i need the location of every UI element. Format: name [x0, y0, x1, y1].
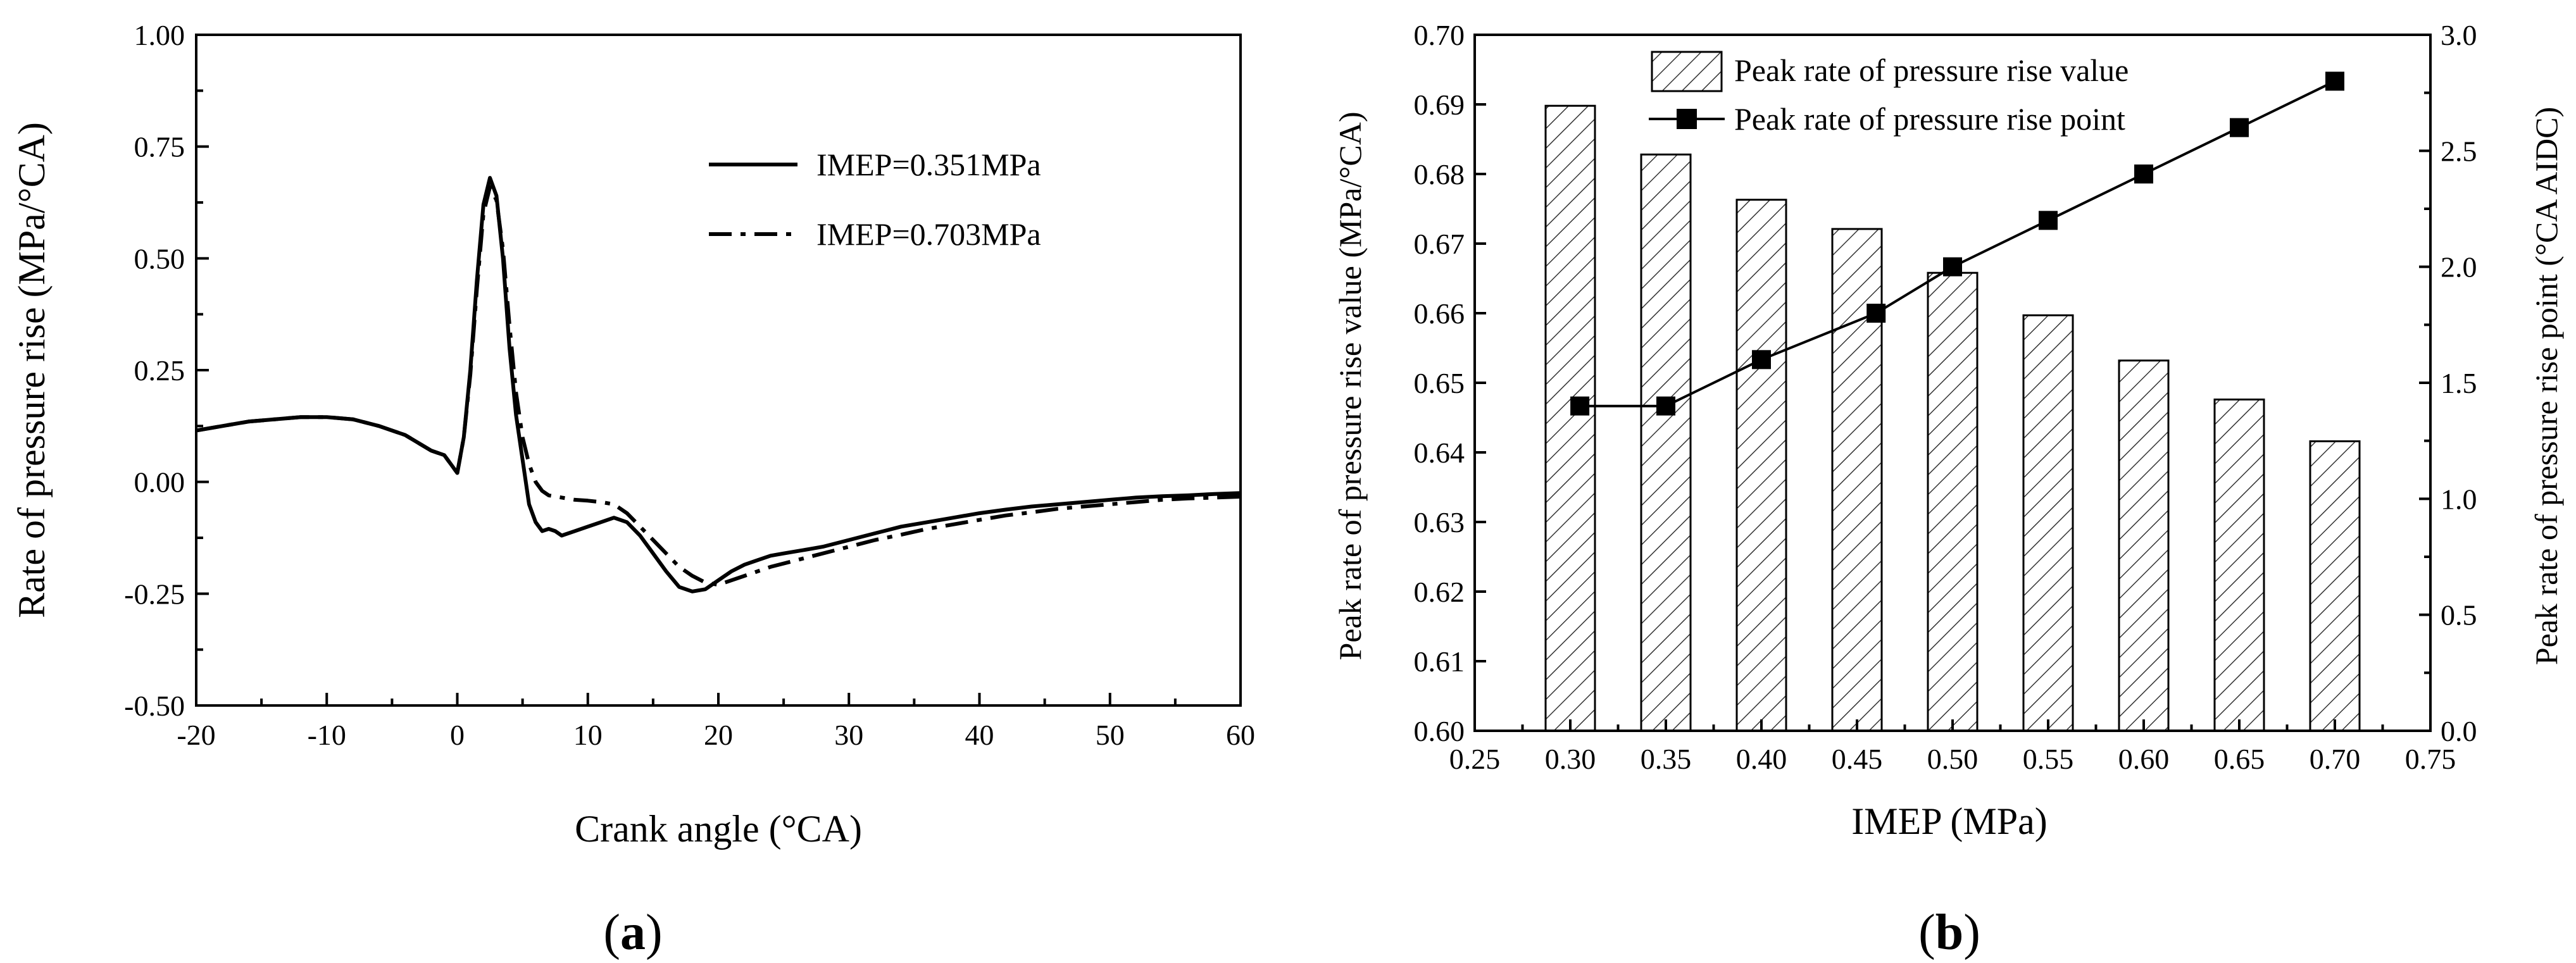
left-y-tick-label: 0.68 [1414, 158, 1465, 190]
left-y-tick-label: 0.67 [1414, 228, 1465, 260]
panel-b-legend: Peak rate of pressure rise value Peak ra… [1649, 51, 2129, 137]
right-y-tick-label: 2.0 [2441, 251, 2477, 283]
x-tick-label: 0.65 [2214, 743, 2265, 775]
square-marker [1752, 350, 1771, 370]
series-line-0 [196, 176, 1241, 593]
panel-a-y-label: Rate of pressure rise (MPa/°CA) [11, 122, 53, 618]
panel-a-x-label: Crank angle (°CA) [575, 808, 862, 850]
legend-entry-line: Peak rate of pressure rise point [1734, 101, 2125, 137]
x-tick-label: 0.40 [1736, 743, 1787, 775]
panel-b-right-y-ticks: 0.0 0.5 1.0 1.5 2.0 2.5 3.0 [2419, 19, 2477, 747]
panel-a-y-ticks: -0.50 -0.25 0.00 0.25 0.50 0.75 1.00 [124, 19, 209, 722]
x-tick-label: 0.45 [1832, 743, 1883, 775]
x-tick-label: 0.70 [2310, 743, 2361, 775]
panel-b-left-y-label: Peak rate of pressure rise value (MPa/°C… [1332, 112, 1368, 661]
x-tick-label: 30 [834, 719, 863, 751]
legend-swatch-marker [1677, 109, 1697, 129]
panel-a-frame [195, 34, 1242, 707]
right-y-tick-label: 3.0 [2441, 19, 2477, 51]
bar [1544, 104, 1596, 732]
panel-a-legend: IMEP=0.351MPa IMEP=0.703MPa [709, 147, 1041, 252]
left-y-tick-label: 0.64 [1414, 437, 1465, 469]
square-marker [1656, 396, 1675, 416]
panel-a-plot-area [196, 176, 1241, 593]
x-tick-label: 10 [573, 719, 603, 751]
panel-a: -20 -10 0 10 20 30 40 50 60 -0.50 -0.25 0.00 0.25 0.… [11, 19, 1255, 960]
left-y-tick-label: 0.61 [1414, 645, 1465, 678]
y-tick-label: 0.50 [134, 242, 185, 275]
square-marker [1570, 396, 1590, 416]
y-tick-label: -0.25 [124, 578, 185, 610]
y-tick-label: 0.25 [134, 354, 185, 387]
panel-a-x-ticks: -20 -10 0 10 20 30 40 50 60 [177, 693, 1255, 751]
bar [2022, 314, 2074, 732]
left-y-tick-label: 0.69 [1414, 89, 1465, 121]
x-tick-label: 50 [1096, 719, 1125, 751]
square-marker [1943, 257, 1962, 276]
x-tick-label: 0.30 [1545, 743, 1596, 775]
bar [1640, 153, 1692, 732]
panel-b-left-y-ticks: 0.60 0.61 0.62 0.63 0.64 0.65 0.66 0.67 0.68 0.69… [1414, 19, 1486, 747]
legend-entry-0: IMEP=0.351MPa [816, 147, 1041, 182]
panel-b-bars [1544, 104, 2361, 732]
y-tick-label: -0.50 [124, 690, 185, 722]
legend-entry-bars: Peak rate of pressure rise value [1734, 53, 2129, 88]
bar [2118, 359, 2170, 732]
y-tick-label: 1.00 [134, 19, 185, 51]
panel-b-x-ticks: 0.25 0.30 0.35 0.40 0.45 0.50 0.55 0.60 0.65 0.70… [1449, 719, 2456, 775]
square-marker [2230, 118, 2249, 137]
x-tick-label: 20 [704, 719, 733, 751]
bar [1927, 271, 1979, 732]
right-y-tick-label: 1.5 [2441, 367, 2477, 399]
left-y-tick-label: 0.62 [1414, 576, 1465, 608]
bar [2213, 398, 2265, 732]
square-marker [2039, 211, 2058, 230]
legend-entry-1: IMEP=0.703MPa [816, 216, 1041, 252]
right-y-tick-label: 0.0 [2441, 715, 2477, 747]
x-tick-label: 0.60 [2118, 743, 2170, 775]
x-tick-label: 0.55 [2023, 743, 2074, 775]
panel-a-label: (a) [603, 905, 662, 960]
x-tick-label: 0.25 [1449, 743, 1501, 775]
left-y-tick-label: 0.63 [1414, 506, 1465, 538]
left-y-tick-label: 0.66 [1414, 297, 1465, 330]
square-marker [2134, 165, 2153, 183]
x-tick-label: 0.35 [1641, 743, 1692, 775]
panel-b-x-label: IMEP (MPa) [1851, 800, 2047, 842]
x-tick-label: 60 [1226, 719, 1255, 751]
x-tick-label: -10 [308, 719, 346, 751]
left-y-tick-label: 0.60 [1414, 715, 1465, 747]
left-y-tick-label: 0.65 [1414, 367, 1465, 399]
panel-b-line-series [1570, 71, 2344, 416]
legend-swatch-hatched [1651, 51, 1723, 92]
right-y-tick-label: 1.0 [2441, 483, 2477, 515]
x-tick-label: 0.50 [1927, 743, 1979, 775]
panel-b: 0.25 0.30 0.35 0.40 0.45 0.50 0.55 0.60 0.65 0.70… [1332, 19, 2564, 960]
right-y-tick-label: 2.5 [2441, 135, 2477, 167]
panel-b-right-y-label: Peak rate of pressure rise point (°CA AI… [2529, 107, 2564, 665]
x-tick-label: 0 [450, 719, 465, 751]
right-y-tick-label: 0.5 [2441, 599, 2477, 631]
panel-b-label: (b) [1918, 905, 1980, 960]
bar [1735, 199, 1787, 732]
x-tick-label: -20 [177, 719, 215, 751]
series-line-1 [196, 185, 1241, 587]
bar [2309, 440, 2361, 732]
x-tick-label: 40 [965, 719, 994, 751]
square-marker [2325, 71, 2344, 91]
y-tick-label: 0.00 [134, 466, 185, 499]
x-tick-label: 0.75 [2405, 743, 2456, 775]
left-y-tick-label: 0.70 [1414, 19, 1465, 51]
square-marker [1866, 304, 1886, 323]
y-tick-label: 0.75 [134, 131, 185, 163]
